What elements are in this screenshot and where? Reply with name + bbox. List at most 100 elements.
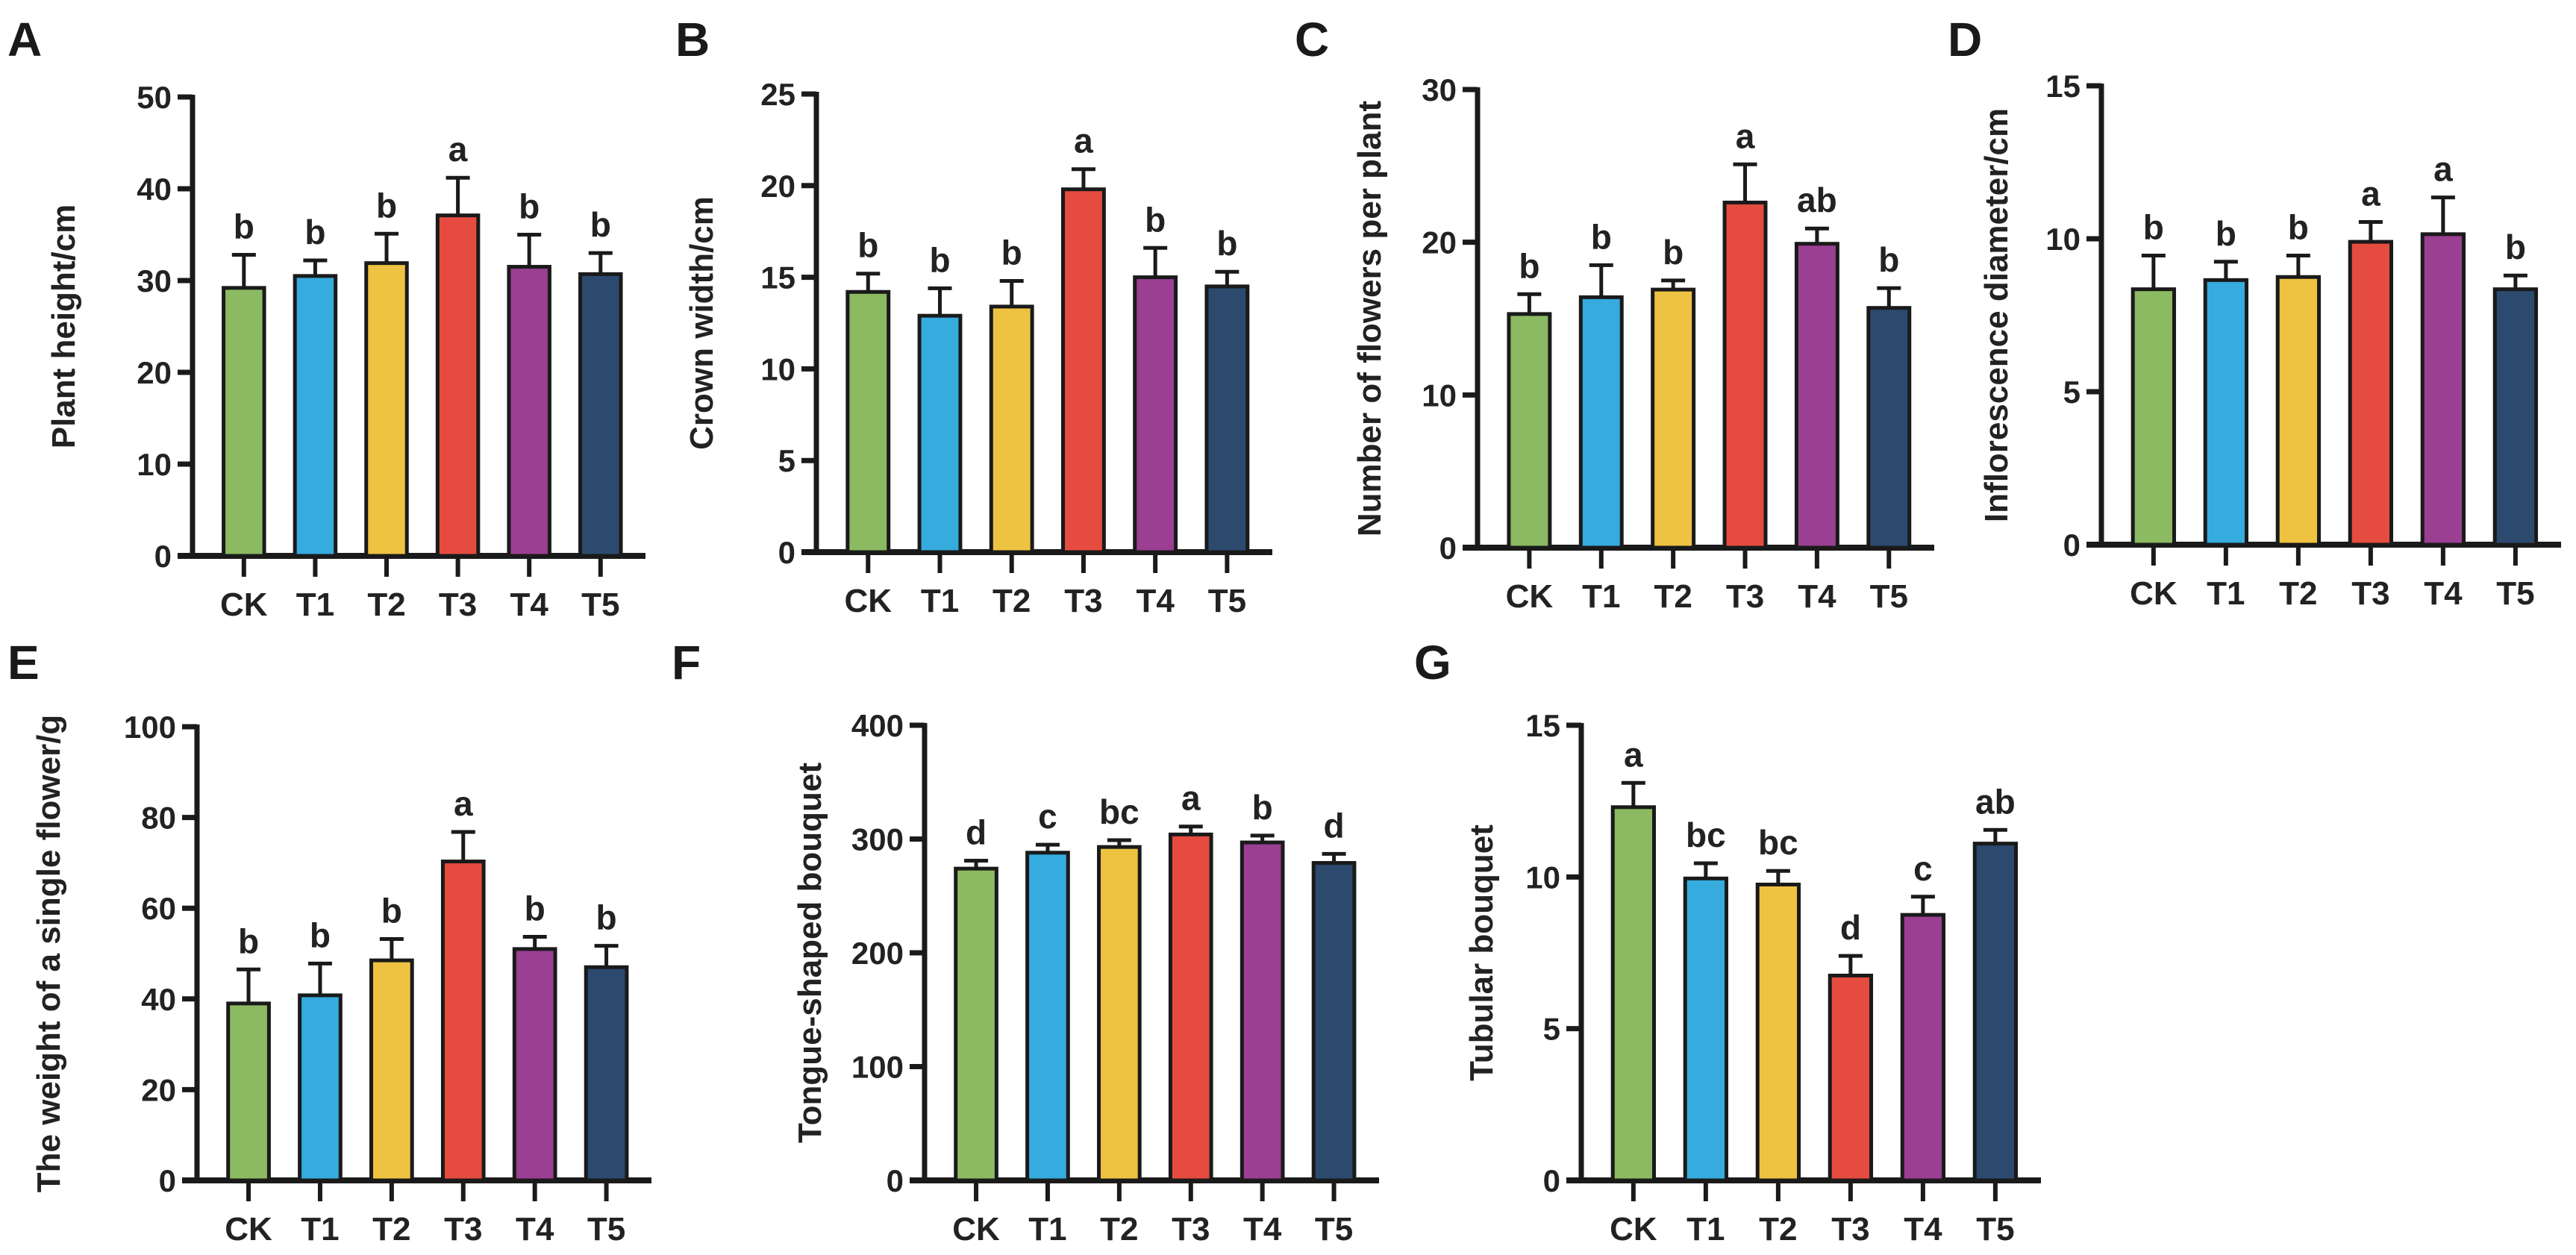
- y-tick-label: 40: [141, 982, 176, 1017]
- bar-t3: [2348, 240, 2394, 547]
- significance-letter: b: [238, 921, 259, 960]
- x-tick-label: T4: [516, 1211, 554, 1248]
- x-tick-label: CK: [2130, 575, 2178, 612]
- significance-letter: ab: [1975, 782, 2016, 821]
- bar-t2: [2275, 275, 2322, 547]
- significance-letter: a: [454, 784, 473, 823]
- significance-letter: b: [1878, 240, 1899, 279]
- y-tick-label: 10: [1422, 378, 1457, 413]
- y-tick-label: 100: [851, 1050, 904, 1085]
- bar-t4: [1239, 840, 1285, 1183]
- x-tick-label: T2: [367, 586, 405, 623]
- y-axis-title: Crown width/cm: [684, 196, 720, 450]
- x-tick-label: T4: [510, 586, 549, 623]
- significance-letter: b: [1145, 200, 1166, 239]
- panel-a: A 0 10 20 30 40 50 Plant height/cm b CK b T1 b T2 a T3 b…: [7, 13, 645, 623]
- y-tick-label: 0: [1439, 531, 1457, 566]
- panel-label: G: [1414, 636, 1451, 689]
- x-tick-label: T5: [1870, 578, 1908, 615]
- x-tick-label: CK: [844, 583, 892, 619]
- y-tick-label: 0: [887, 1163, 904, 1198]
- x-tick-label: T2: [1100, 1211, 1138, 1248]
- bar-t5: [1311, 861, 1357, 1183]
- panel-label: D: [1948, 13, 1982, 66]
- x-tick-label: T1: [296, 586, 334, 623]
- y-tick-label: 200: [851, 936, 904, 971]
- bar-t1: [1578, 295, 1624, 550]
- y-tick-label: 80: [141, 801, 176, 836]
- x-tick-label: T1: [921, 583, 959, 619]
- bar-t5: [1866, 306, 1912, 550]
- x-tick-label: T4: [1904, 1211, 1942, 1248]
- y-tick-label: 40: [137, 172, 172, 207]
- x-tick-label: T4: [2424, 575, 2463, 612]
- x-tick-label: T3: [2351, 575, 2389, 612]
- panel-label: C: [1295, 13, 1329, 66]
- y-tick-label: 5: [2063, 375, 2081, 410]
- bar-t4: [507, 265, 551, 558]
- significance-letter: b: [2505, 228, 2526, 266]
- y-tick-label: 30: [1422, 72, 1457, 107]
- significance-letter: b: [376, 186, 397, 225]
- bar-t3: [1828, 974, 1874, 1183]
- x-tick-label: T3: [444, 1211, 482, 1248]
- bar-t3: [435, 213, 481, 558]
- bar-t5: [578, 272, 623, 558]
- significance-letter: b: [1591, 217, 1612, 256]
- bar-ck: [845, 290, 891, 554]
- significance-letter: b: [590, 205, 611, 244]
- x-tick-label: T1: [1686, 1211, 1725, 1248]
- y-tick-label: 20: [760, 169, 795, 204]
- bar-t4: [2420, 232, 2466, 547]
- x-tick-label: T2: [372, 1211, 410, 1248]
- panel-label: A: [7, 13, 42, 66]
- y-tick-label: 50: [137, 80, 172, 115]
- y-tick-label: 0: [2063, 528, 2081, 563]
- panel-label: B: [675, 13, 710, 66]
- significance-letter: a: [2433, 150, 2453, 189]
- x-tick-label: T2: [1654, 578, 1692, 615]
- y-tick-label: 20: [137, 355, 172, 390]
- y-tick-label: 60: [141, 891, 176, 926]
- panel-e: E 0 20 40 60 80 100 The weight of a single flow…: [7, 636, 651, 1248]
- x-tick-label: T5: [581, 586, 619, 623]
- y-tick-label: 5: [778, 443, 795, 478]
- significance-letter: b: [1216, 224, 1237, 263]
- bar-ck: [226, 1001, 271, 1183]
- y-tick-label: 15: [2045, 69, 2081, 104]
- x-tick-label: T4: [1798, 578, 1836, 615]
- significance-letter: b: [1252, 788, 1273, 827]
- y-tick-label: 0: [154, 539, 172, 574]
- bar-t1: [1025, 851, 1070, 1183]
- y-tick-label: 10: [2045, 222, 2081, 257]
- significance-letter: b: [2216, 214, 2236, 253]
- significance-letter: bc: [1099, 792, 1139, 831]
- y-tick-label: 100: [124, 710, 176, 745]
- bar-t2: [1755, 883, 1801, 1183]
- significance-letter: bc: [1686, 816, 1726, 854]
- significance-letter: b: [1663, 233, 1684, 272]
- y-tick-label: 20: [141, 1072, 176, 1107]
- x-tick-label: CK: [1506, 578, 1554, 615]
- bar-t4: [1794, 242, 1839, 550]
- panel-b: B 0 5 10 15 20 25 Crown width/cm b CK b T1 b T2 a T3 b T4…: [675, 13, 1272, 619]
- y-tick-label: 15: [1525, 708, 1560, 743]
- significance-letter: b: [1519, 246, 1539, 285]
- y-tick-label: 10: [760, 351, 795, 386]
- significance-letter: b: [2143, 208, 2164, 247]
- x-tick-label: CK: [225, 1211, 272, 1248]
- y-tick-label: 300: [851, 822, 904, 857]
- x-tick-label: T1: [1028, 1211, 1066, 1248]
- panel-f: F 0 100 200 300 400 Tongue-shaped bouquet d CK c T…: [672, 636, 1379, 1248]
- bar-t3: [440, 860, 486, 1183]
- significance-letter: b: [857, 226, 878, 265]
- x-tick-label: CK: [952, 1211, 1000, 1248]
- bar-ck: [1610, 805, 1656, 1183]
- bar-t4: [1133, 275, 1178, 554]
- bar-t5: [1204, 284, 1250, 554]
- y-tick-label: 20: [1422, 225, 1457, 260]
- significance-letter: c: [1913, 849, 1933, 888]
- bar-t1: [2203, 278, 2249, 547]
- bar-t5: [2492, 287, 2539, 547]
- y-tick-label: 5: [1543, 1012, 1560, 1047]
